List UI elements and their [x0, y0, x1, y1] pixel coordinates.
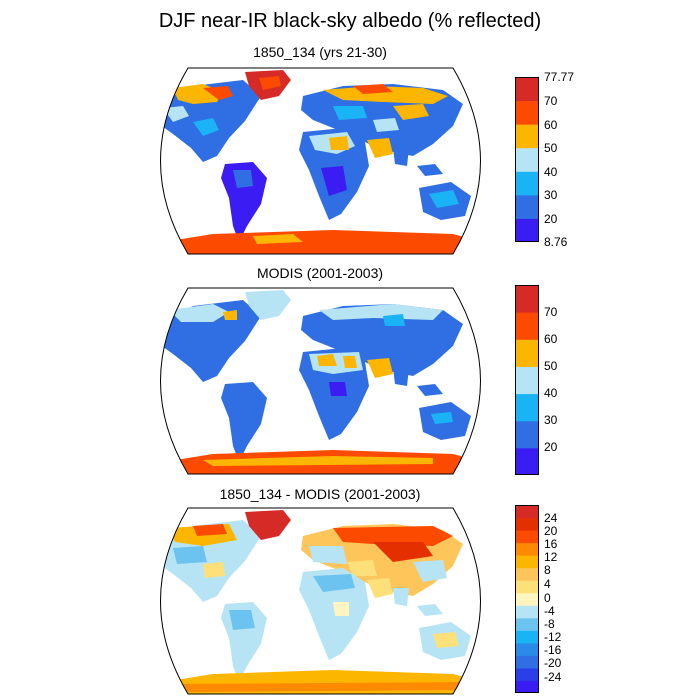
- colorbar-swatch: [515, 567, 539, 581]
- panel-1-colorbar: [515, 77, 539, 242]
- p3-cbar-label: -4: [544, 604, 555, 618]
- colorbar-swatch: [515, 517, 539, 531]
- colorbar-swatch: [515, 542, 539, 556]
- p3-cbar-label: 4: [544, 577, 551, 591]
- colorbar-swatch: [515, 420, 539, 449]
- south-america-region: [221, 382, 267, 462]
- colorbar-swatch: [515, 218, 539, 242]
- colorbar-swatch: [515, 592, 539, 606]
- p3-cbar-label: -20: [544, 656, 562, 670]
- colorbar-swatch: [515, 530, 539, 544]
- colorbar-swatch: [515, 124, 539, 149]
- p3-cbar-label: -24: [544, 670, 562, 684]
- panel-2-title: MODIS (2001-2003): [256, 265, 384, 281]
- p2-cbar-label: 70: [544, 305, 558, 319]
- p1-cbar-label: 60: [544, 118, 558, 132]
- colorbar-swatch: [515, 605, 539, 619]
- antarctica-region: [160, 230, 481, 254]
- colorbar-swatch: [515, 366, 539, 395]
- panel-3-colorbar: [515, 505, 539, 693]
- panel-2-map: [160, 287, 481, 475]
- p3-cbar-label: -12: [544, 630, 562, 644]
- colorbar-swatch: [515, 171, 539, 196]
- colorbar-swatch: [515, 680, 539, 693]
- colorbar-swatch: [515, 100, 539, 125]
- p1-cbar-label: 70: [544, 94, 558, 108]
- colorbar-swatch: [515, 617, 539, 631]
- panel-1-colorbar-labels: 77.77 70 60 50 40 30 20 8.76: [544, 70, 614, 249]
- eurasia-high-albedo: [323, 86, 448, 104]
- colorbar-swatch: [515, 393, 539, 422]
- colorbar-swatch: [515, 147, 539, 172]
- p2-cbar-label: 20: [544, 440, 558, 454]
- panel-2-map-frame: [160, 287, 481, 475]
- colorbar-swatch: [515, 580, 539, 594]
- greenland-region: [245, 510, 291, 540]
- p3-cbar-label: 12: [544, 550, 558, 564]
- p3-cbar-label: 20: [544, 524, 558, 538]
- colorbar-swatch: [515, 285, 539, 313]
- colorbar-swatch: [515, 447, 539, 475]
- colorbar-swatch: [515, 630, 539, 644]
- p3-cbar-label: 0: [544, 591, 551, 605]
- figure-title: DJF near-IR black-sky albedo (% reflecte…: [158, 10, 542, 32]
- colorbar-swatch: [515, 194, 539, 219]
- greenland-region: [245, 290, 291, 320]
- panel-3-map: [160, 507, 481, 695]
- colorbar-swatch: [515, 642, 539, 656]
- panel-3-colorbar-labels: 24 20 16 12 8 4 0 -4 -8 -12 -16 -20 -24: [544, 505, 614, 693]
- panel-1-title: 1850_134 (yrs 21-30): [253, 44, 387, 60]
- panel-1-map-frame: [160, 67, 481, 255]
- p3-cbar-label: 24: [544, 511, 558, 525]
- p3-cbar-label: -8: [544, 617, 555, 631]
- panel-2-colorbar-labels: 70 60 50 40 30 20: [544, 285, 614, 475]
- p1-cbar-label: 77.77: [544, 70, 575, 84]
- p2-cbar-label: 50: [544, 359, 558, 373]
- panel-2-colorbar: [515, 285, 539, 475]
- p1-cbar-label: 50: [544, 141, 558, 155]
- panel-3-map-frame: [160, 507, 481, 695]
- colorbar-swatch: [515, 667, 539, 681]
- p1-cbar-label: 40: [544, 165, 558, 179]
- p1-cbar-label: 30: [544, 188, 558, 202]
- panel-3-title: 1850_134 - MODIS (2001-2003): [219, 486, 421, 502]
- colorbar-swatch: [515, 505, 539, 519]
- panel-1-map: [160, 67, 481, 255]
- eurasia-region: [301, 304, 463, 376]
- p2-cbar-label: 60: [544, 332, 558, 346]
- colorbar-swatch: [515, 655, 539, 669]
- colorbar-swatch: [515, 77, 539, 102]
- p3-cbar-label: -16: [544, 643, 562, 657]
- p2-cbar-label: 40: [544, 386, 558, 400]
- africa-region: [299, 568, 369, 660]
- p3-cbar-label: 8: [544, 563, 551, 577]
- colorbar-swatch: [515, 312, 539, 340]
- p1-cbar-label: 20: [544, 212, 558, 226]
- colorbar-swatch: [515, 339, 539, 367]
- colorbar-swatch: [515, 555, 539, 569]
- p1-cbar-label: 8.76: [544, 235, 568, 249]
- south-america-region: [221, 162, 267, 242]
- p2-cbar-label: 30: [544, 413, 558, 427]
- p3-cbar-label: 16: [544, 537, 558, 551]
